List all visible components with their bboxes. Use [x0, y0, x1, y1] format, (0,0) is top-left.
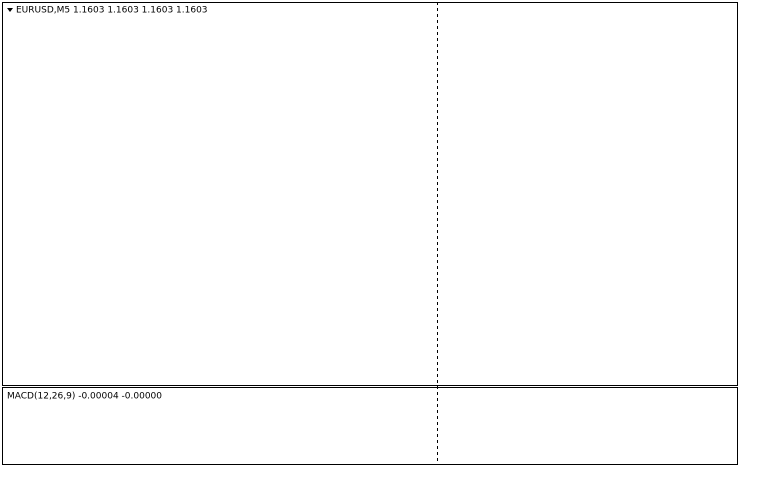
chart-title: EURUSD,M5 1.1603 1.1603 1.1603 1.1603: [16, 6, 208, 16]
price-panel: [2, 2, 738, 386]
menu-arrow[interactable]: [7, 8, 13, 12]
macd-title: MACD(12,26,9) -0.00004 -0.00000: [7, 392, 162, 402]
macd-panel: [2, 387, 738, 465]
